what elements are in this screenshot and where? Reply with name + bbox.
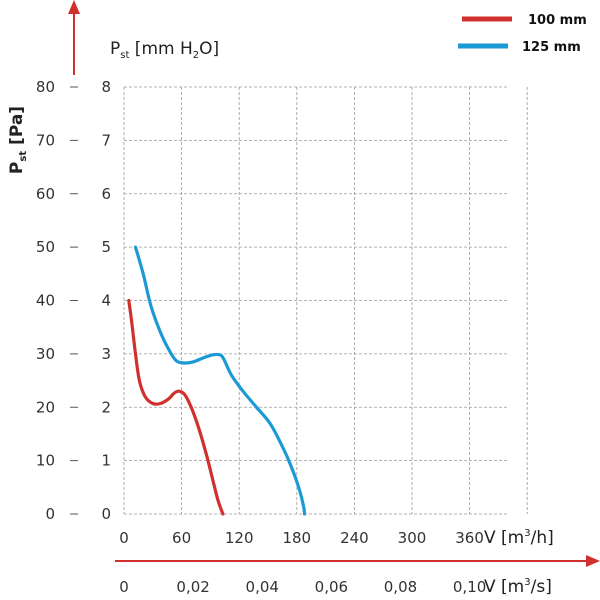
x-axis-m3s-title: V [m3/s]	[484, 577, 552, 597]
y-tick-mm: 3	[101, 345, 111, 363]
x-tick-m3h: 60	[172, 529, 191, 547]
legend: 100 mm 125 mm	[458, 13, 587, 55]
x-tick-m3s: 0,02	[176, 578, 209, 596]
y-axis-mm-title: Pst [mm H2O]	[110, 39, 219, 61]
x-tick-m3s: 0,10	[453, 578, 486, 596]
y-tick-mm: 5	[101, 238, 111, 256]
legend-label-100mm: 100 mm	[528, 13, 587, 28]
y-tick-mm: 0	[101, 505, 111, 523]
y-tick-pa: 60	[36, 185, 55, 203]
y-tick-pa: 70	[36, 131, 55, 149]
legend-label-125mm: 125 mm	[522, 40, 581, 55]
x-tick-m3h: 360	[455, 529, 484, 547]
x-axis-arrow	[115, 555, 600, 567]
y-tick-mm: 7	[101, 131, 111, 149]
series-line-100mm	[127, 298, 225, 516]
y-tick-mm: 2	[101, 398, 111, 416]
grid-lines	[123, 86, 528, 515]
x-tick-m3s: 0,06	[315, 578, 348, 596]
y-tick-pa: 20	[36, 398, 55, 416]
x-tick-m3h: 0	[119, 529, 129, 547]
y-tick-pa: 30	[36, 345, 55, 363]
y-tick-pa: 0	[45, 505, 55, 523]
x-tick-m3s: 0,04	[246, 578, 279, 596]
x-tick-m3h: 300	[398, 529, 427, 547]
y-axis-pa-title: Pst [Pa]	[7, 106, 29, 174]
x-tick-m3s: 0	[119, 578, 129, 596]
series-lines	[127, 245, 307, 516]
y-axis-arrow	[68, 0, 80, 75]
y-tick-mm: 1	[101, 452, 111, 470]
y-tick-mm: 4	[101, 292, 111, 310]
y-tick-pa: 50	[36, 238, 55, 256]
y-tick-mm: 6	[101, 185, 111, 203]
y-tick-pa: 40	[36, 292, 55, 310]
y-tick-pa: 80	[36, 78, 55, 96]
x-tick-m3h: 120	[225, 529, 254, 547]
x-tick-m3h: 240	[340, 529, 369, 547]
series-line-125mm	[133, 245, 307, 516]
x-axis-m3h-title: V [m3/h]	[484, 528, 554, 548]
y-tick-pa: 10	[36, 452, 55, 470]
y-tick-mm: 8	[101, 78, 111, 96]
x-tick-m3s: 0,08	[384, 578, 417, 596]
x-tick-m3h: 180	[282, 529, 311, 547]
